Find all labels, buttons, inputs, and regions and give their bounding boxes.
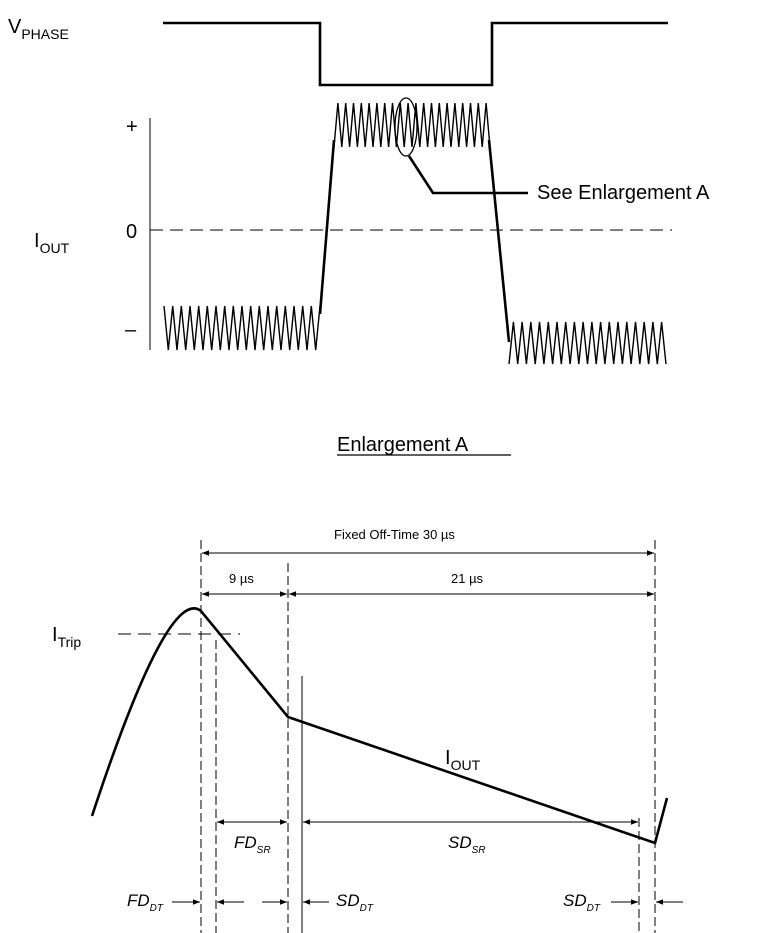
fixed-off-time-label: Fixed Off-Time 30 µs: [334, 527, 455, 542]
tick-plus: +: [126, 116, 138, 138]
iout-curve-label: IOUT: [445, 747, 481, 773]
enlargement-title: Enlargement A: [337, 434, 469, 456]
sd-sr-label: SDSR: [448, 833, 486, 856]
enlargement-callout-ellipse: [394, 97, 418, 157]
iout-label: IOUT: [34, 230, 70, 256]
see-enlargement-label: See Enlargement A: [537, 182, 710, 204]
top-waveform: VPHASE IOUT + 0 – See Enlargement A: [8, 16, 710, 365]
current-fall-edge: [487, 139, 511, 343]
tick-minus: –: [125, 319, 137, 341]
fast-decay-time-label: 9 µs: [229, 571, 254, 586]
fd-dt-label: FDDT: [127, 891, 164, 914]
slow-decay-time-label: 21 µs: [451, 571, 484, 586]
ripple-top: [333, 102, 491, 148]
fd-sr-label: FDSR: [234, 833, 271, 856]
vphase-label: VPHASE: [8, 16, 69, 42]
sd-dt-left-label: SDDT: [336, 891, 374, 914]
callout-leader-line: [407, 155, 528, 195]
current-rise-edge: [318, 139, 336, 315]
sd-dt-right-label: SDDT: [563, 891, 601, 914]
current-curve: [90, 607, 669, 845]
ripple-right: [508, 321, 667, 365]
itrip-label: ITrip: [52, 624, 81, 650]
ripple-left: [163, 305, 321, 351]
tick-zero: 0: [126, 221, 137, 243]
vphase-square-wave: [163, 21, 668, 87]
enlargement-a: Fixed Off-Time 30 µs 9 µs 21 µs ITrip IO…: [52, 527, 683, 933]
